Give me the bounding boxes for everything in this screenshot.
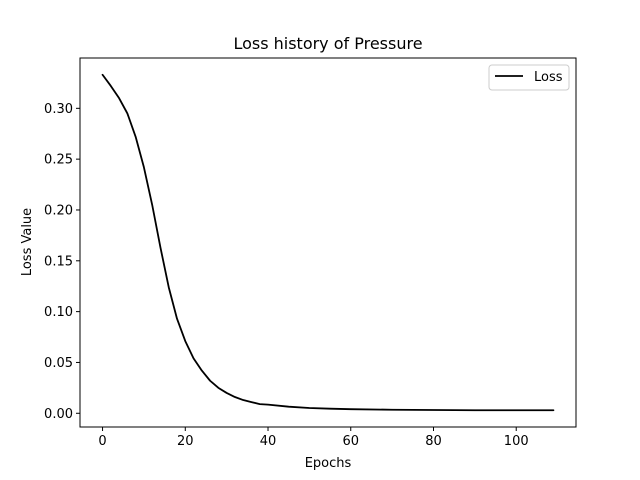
- x-axis-ticks: 0 20 40 60 80 100: [98, 427, 529, 449]
- plot-area: [101, 73, 555, 412]
- y-axis-ticks: 0.00 0.05 0.10 0.15 0.20 0.25 0.30: [44, 102, 80, 422]
- series-line-loss: [101, 73, 555, 412]
- y-tick-label: 0.30: [44, 102, 73, 117]
- y-tick-label: 0.05: [44, 356, 73, 371]
- x-axis-label: Epochs: [305, 456, 352, 471]
- x-tick-label: 60: [342, 434, 359, 449]
- axes-frame: [79, 57, 577, 428]
- x-tick-label: 100: [504, 434, 529, 449]
- y-tick-label: 0.00: [44, 407, 73, 422]
- x-tick-label: 0: [98, 434, 106, 449]
- legend-label-loss: Loss: [534, 70, 563, 85]
- y-tick-label: 0.25: [44, 153, 73, 168]
- y-tick-label: 0.20: [44, 203, 73, 218]
- legend-box: [488, 64, 570, 91]
- legend: Loss: [488, 64, 570, 91]
- y-tick-label: 0.15: [44, 254, 73, 269]
- x-tick-label: 40: [260, 434, 277, 449]
- y-axis-label: Loss Value: [20, 208, 35, 276]
- x-tick-label: 20: [177, 434, 194, 449]
- y-tick-label: 0.10: [44, 305, 73, 320]
- chart-title: Loss history of Pressure: [233, 34, 422, 53]
- x-tick-label: 80: [425, 434, 442, 449]
